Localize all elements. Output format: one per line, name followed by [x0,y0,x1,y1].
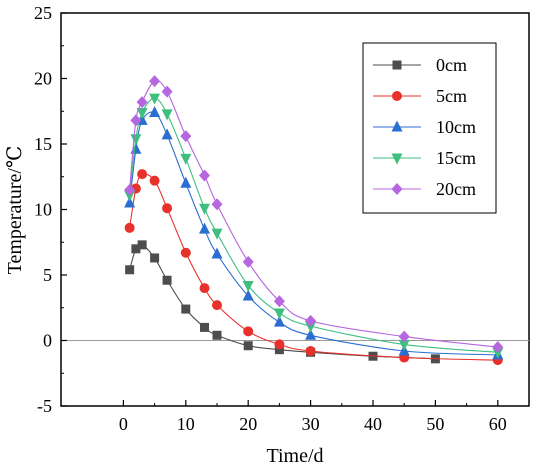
data-point-15cm [149,93,161,105]
data-point-15cm [211,228,223,240]
data-point-0cm [150,253,160,263]
data-point-0cm [137,240,147,250]
legend-box [362,42,497,214]
data-point-5cm [305,345,316,356]
data-point-20cm [211,198,223,211]
data-point-5cm [137,169,148,180]
y-tick-label: 0 [43,331,52,351]
legend-marker-0cm [392,60,402,70]
data-point-0cm [181,304,191,314]
data-point-15cm [398,339,410,351]
data-point-20cm [305,314,317,327]
data-point-20cm [136,96,148,109]
x-axis-title: Time/d [266,445,323,467]
data-point-10cm [124,196,136,208]
data-point-20cm [149,75,161,88]
legend-label-5cm: 5cm [436,86,467,106]
data-point-0cm [200,322,210,332]
data-point-20cm [199,169,211,182]
data-point-15cm [492,347,504,359]
legend-marker-20cm [391,183,403,195]
y-tick-label: 10 [34,200,52,220]
series-15cm [124,93,504,359]
x-tick-label: 40 [364,414,382,434]
data-point-5cm [180,247,191,258]
data-point-20cm [161,85,173,98]
data-point-15cm [273,308,285,320]
data-point-20cm [124,183,136,196]
data-point-10cm [211,247,223,259]
y-tick-label: 20 [34,69,52,89]
x-tick-label: 50 [426,414,444,434]
data-point-10cm [305,328,317,340]
data-point-15cm [199,203,211,215]
legend-label-15cm: 15cm [436,148,476,168]
data-point-15cm [180,153,192,165]
legend-label-10cm: 10cm [436,117,476,137]
data-point-15cm [305,321,317,333]
y-axis-title: Temperature/℃ [4,146,26,275]
data-point-0cm [274,345,284,355]
y-tick-label: -5 [37,396,52,416]
data-point-5cm [162,203,173,214]
legend-marker-10cm [391,120,403,132]
data-point-15cm [136,108,148,120]
data-point-20cm [492,341,504,354]
data-point-20cm [180,130,192,143]
data-point-0cm [212,330,222,340]
data-point-10cm [149,106,161,118]
y-tick-label: 5 [43,265,52,285]
data-point-5cm [243,326,254,337]
legend-marker-5cm [392,91,402,101]
data-point-15cm [124,190,136,202]
data-point-5cm [124,222,135,233]
y-tick-label: 15 [34,134,52,154]
data-point-0cm [243,341,253,351]
series-10cm [124,106,504,360]
x-tick-label: 60 [489,414,507,434]
data-point-10cm [161,128,173,140]
data-point-5cm [199,283,210,294]
data-point-5cm [149,175,160,186]
data-point-20cm [398,330,410,343]
series-5cm [124,169,503,366]
x-tick-label: 20 [239,414,257,434]
series-20cm [124,75,504,354]
data-point-10cm [242,289,254,301]
data-point-5cm [274,339,285,350]
legend-label-0cm: 0cm [436,55,467,75]
data-point-5cm [212,300,222,311]
x-tick-label: 10 [177,414,195,434]
legend-marker-15cm [391,153,403,165]
data-point-20cm [242,255,254,268]
data-point-15cm [242,280,254,292]
data-point-10cm [180,176,192,188]
data-point-0cm [131,244,141,254]
legend-label-20cm: 20cm [436,179,476,199]
x-tick-label: 0 [119,414,128,434]
data-point-15cm [130,134,142,146]
x-tick-label: 30 [302,414,320,434]
data-point-15cm [161,109,173,121]
data-point-20cm [130,114,142,127]
data-point-20cm [273,295,285,308]
data-point-0cm [125,265,135,275]
data-point-0cm [162,275,172,285]
y-tick-label: 25 [34,3,52,23]
data-point-10cm [199,222,211,234]
data-point-10cm [273,315,285,327]
